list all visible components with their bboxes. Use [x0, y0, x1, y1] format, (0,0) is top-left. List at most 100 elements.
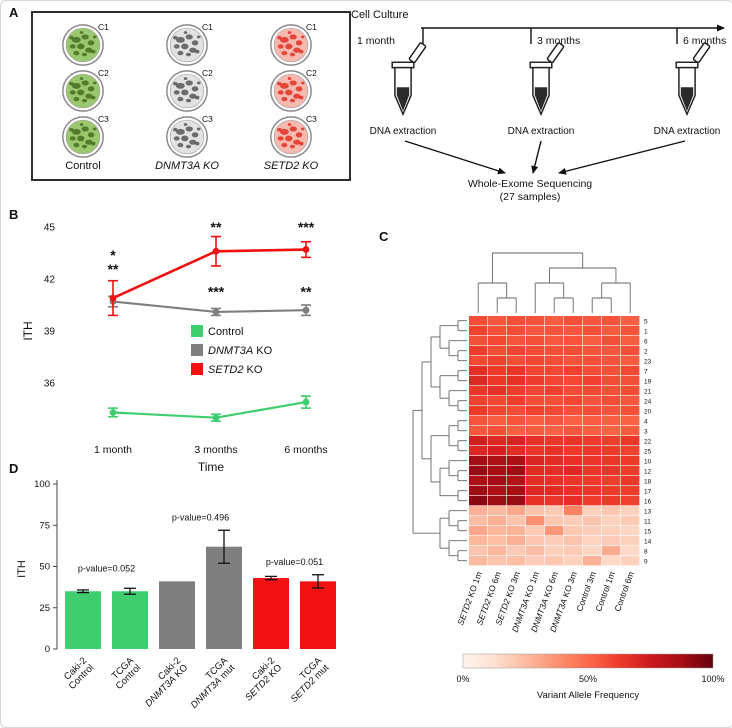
legend-swatch	[191, 344, 203, 356]
timepoint-1m: 1 month	[357, 35, 395, 47]
x-tick-label: TCGADNMT3A mut	[182, 655, 238, 711]
x-tick-label: TCGAControl	[107, 655, 144, 692]
series-2	[108, 235, 311, 317]
flow-arrow	[558, 140, 686, 175]
petri-dish-icon	[166, 70, 208, 112]
x-tick-label: 6 months	[284, 444, 327, 456]
heatmap-cell	[583, 406, 602, 416]
petri-dish-icon	[166, 24, 208, 66]
bar	[112, 591, 148, 649]
significance-stars: **	[301, 283, 312, 299]
heatmap-cell	[507, 546, 526, 556]
petri-dish-icon	[62, 24, 104, 66]
heatmap-cell	[469, 476, 488, 486]
x-tick-label: TCGASETD2 mut	[282, 655, 332, 705]
petri-dish: C1	[269, 22, 317, 67]
heatmap-cell	[602, 536, 621, 546]
heatmap-cell	[583, 376, 602, 386]
heatmap-cell	[602, 526, 621, 536]
heatmap-cell	[507, 516, 526, 526]
row-label: 13	[644, 509, 652, 516]
flow-arrow	[404, 140, 506, 175]
row-label: 5	[644, 319, 648, 326]
heatmap-cell	[564, 456, 583, 466]
petri-dish-icon	[62, 70, 104, 112]
heatmap-cell	[583, 456, 602, 466]
heatmap-cell	[602, 516, 621, 526]
heatmap-cell	[621, 526, 640, 536]
bar	[65, 591, 101, 649]
x-tick-label: Caki-2DNMT3A KO	[136, 655, 190, 709]
heatmap-cell	[583, 366, 602, 376]
heatmap-cell	[621, 406, 640, 416]
row-label: 17	[644, 489, 652, 496]
heatmap-cell	[507, 346, 526, 356]
row-label: 18	[644, 479, 652, 486]
heatmap-cell	[564, 396, 583, 406]
heatmap-cell	[583, 416, 602, 426]
heatmap-cell	[488, 416, 507, 426]
legend-label: DNMT3A KO	[208, 345, 273, 357]
heatmap-cell	[526, 466, 545, 476]
heatmap-cell	[507, 456, 526, 466]
heatmap-cell	[602, 406, 621, 416]
heatmap-cell	[545, 496, 564, 506]
heatmap-cell	[526, 536, 545, 546]
heatmap-cell	[602, 426, 621, 436]
petri-dish-icon	[62, 116, 104, 158]
heatmap-cell	[526, 316, 545, 326]
bar	[253, 578, 289, 649]
dendrograms	[412, 252, 631, 562]
petri-dish: C1	[61, 22, 109, 67]
heatmap-cell	[469, 396, 488, 406]
heatmap-cell	[507, 366, 526, 376]
colorbar-tick: 100%	[701, 674, 724, 684]
heatmap-cell	[507, 376, 526, 386]
heatmap-cell	[621, 416, 640, 426]
heatmap-cell	[488, 526, 507, 536]
heatmap-cell	[488, 486, 507, 496]
heatmap-cell	[526, 386, 545, 396]
dish-grid: C1 C2 C3 Control C1 C2 C3 DNMT3A KO C1 C2 C3 SETD2 …	[31, 11, 351, 181]
heatmap-cell	[545, 336, 564, 346]
heatmap-cell	[526, 496, 545, 506]
heatmap-cell	[564, 496, 583, 506]
significance-stars: ***	[208, 283, 225, 299]
heatmap-cell	[488, 536, 507, 546]
heatmap-cell	[621, 496, 640, 506]
y-axis-label: ITH	[21, 321, 35, 340]
heatmap-cell	[583, 526, 602, 536]
heatmap-cell	[583, 476, 602, 486]
heatmap-cell	[545, 356, 564, 366]
heatmap-cell	[507, 396, 526, 406]
colorbar-label: Variant Allele Frequency	[537, 690, 640, 701]
heatmap-cell	[469, 456, 488, 466]
heatmap-cell	[507, 446, 526, 456]
petri-dish: C2	[165, 68, 213, 113]
heatmap-cell	[488, 356, 507, 366]
heatmap-cell	[545, 406, 564, 416]
y-tick-label: 39	[44, 327, 56, 338]
legend-label: SETD2 KO	[208, 364, 263, 376]
heatmap-cell	[602, 486, 621, 496]
petri-dish-icon	[270, 70, 312, 112]
heatmap-cell	[602, 396, 621, 406]
heatmap-cell	[545, 426, 564, 436]
heatmap-cell	[583, 536, 602, 546]
heatmap-cell	[583, 316, 602, 326]
heatmap-cell	[545, 396, 564, 406]
heatmap-cell	[564, 386, 583, 396]
p-value-label: p-value=0.052	[78, 563, 135, 573]
colorbar	[462, 653, 714, 669]
replicate-label: C3	[98, 114, 109, 124]
heatmap-cell	[621, 376, 640, 386]
replicate-label: C1	[98, 22, 109, 32]
heatmap-cell	[545, 316, 564, 326]
wes-title: Whole-Exome Sequencing	[468, 178, 592, 190]
heatmap-cell	[545, 456, 564, 466]
heatmap-cell	[545, 546, 564, 556]
heatmap-cell	[488, 386, 507, 396]
heatmap-cell	[583, 396, 602, 406]
row-label: 9	[644, 559, 648, 566]
